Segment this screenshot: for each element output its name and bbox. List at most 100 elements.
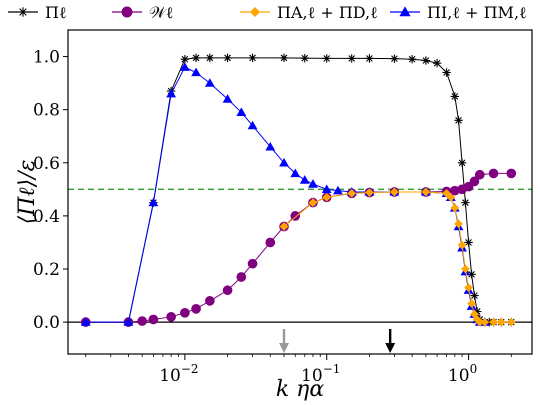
data-point <box>205 296 215 306</box>
data-point <box>467 270 476 279</box>
data-point <box>123 317 134 326</box>
data-point <box>461 198 470 207</box>
legend-marker <box>121 6 133 18</box>
data-point <box>191 53 201 63</box>
data-point <box>496 317 506 327</box>
data-point <box>407 55 417 64</box>
data-point <box>279 222 289 231</box>
y-axis-label: ⟨Πℓ⟩/ε <box>15 160 40 225</box>
data-point <box>421 187 431 197</box>
data-point <box>205 53 215 63</box>
data-point <box>333 185 343 195</box>
data-point <box>506 168 517 179</box>
data-point <box>454 219 463 229</box>
data-point <box>247 258 258 269</box>
arrow-1 <box>279 329 290 353</box>
data-point <box>166 311 176 322</box>
data-point <box>454 116 463 125</box>
data-point <box>442 188 451 198</box>
data-point <box>204 78 215 87</box>
data-point <box>191 67 202 77</box>
data-point <box>347 188 357 198</box>
data-point <box>322 54 331 63</box>
data-point <box>421 56 431 65</box>
data-point <box>450 203 460 213</box>
data-point <box>467 299 476 308</box>
data-point <box>191 304 201 314</box>
data-point <box>322 192 332 202</box>
legend: Πℓ 𝒲ℓ ΠA,ℓ + ΠD,ℓ ΠI,ℓ + ΠM,ℓ <box>8 3 527 22</box>
y-tick-label: 0.0 <box>33 313 60 333</box>
data-point <box>80 317 91 326</box>
data-point <box>148 314 159 325</box>
data-point <box>279 53 289 63</box>
legend-marker <box>18 7 28 17</box>
data-point <box>166 88 177 98</box>
legend-item-1: Πℓ <box>8 3 67 22</box>
data-point <box>475 317 485 327</box>
series-3 <box>279 187 516 327</box>
data-point <box>474 169 485 180</box>
data-point <box>222 94 233 103</box>
data-point <box>464 238 473 247</box>
data-point <box>488 168 499 179</box>
data-point <box>247 120 258 130</box>
y-tick-label: 0.4 <box>33 207 60 227</box>
data-point <box>464 283 473 292</box>
data-point <box>265 141 276 151</box>
data-point <box>137 316 148 326</box>
data-point <box>457 158 467 167</box>
legend-marker <box>399 6 411 17</box>
data-point <box>390 54 399 63</box>
data-point <box>179 62 190 71</box>
data-point <box>457 240 467 250</box>
data-point <box>446 192 456 202</box>
data-point <box>148 197 159 207</box>
data-point <box>299 175 310 184</box>
plot-frame <box>67 29 533 355</box>
data-point <box>290 168 301 178</box>
data-point <box>180 307 190 318</box>
arrow-2 <box>385 329 396 353</box>
data-point <box>480 317 490 327</box>
legend-item-3: ΠA,ℓ + ΠD,ℓ <box>240 3 378 22</box>
data-point <box>365 54 374 63</box>
data-point <box>489 317 498 327</box>
data-point <box>390 187 399 197</box>
y-tick-label: 0.6 <box>33 154 60 174</box>
x-tick-label: 10−2 <box>159 362 198 386</box>
series-4 <box>80 62 490 326</box>
data-point <box>265 237 276 248</box>
x-axis-label: k ηα <box>276 377 325 402</box>
legend-marker <box>250 7 260 17</box>
arrow-head <box>385 343 396 353</box>
data-point <box>442 68 451 77</box>
y-tick-label: 0.2 <box>33 260 60 280</box>
plot-area <box>68 53 532 327</box>
legend-label: Πℓ <box>45 3 67 22</box>
data-point <box>472 307 482 316</box>
data-point <box>347 54 356 63</box>
series-line-3 <box>283 191 512 323</box>
legend-label: 𝒲ℓ <box>149 3 174 22</box>
legend-item-2: 𝒲ℓ <box>112 3 174 22</box>
legend-label: ΠI,ℓ + ΠM,ℓ <box>427 3 527 22</box>
data-point <box>308 198 318 207</box>
data-point <box>463 181 474 192</box>
data-point <box>469 176 480 187</box>
data-point <box>236 272 247 282</box>
x-tick-label: 10−1 <box>301 362 340 386</box>
series-2 <box>80 168 517 327</box>
data-point <box>279 157 289 167</box>
legend-label: ΠA,ℓ + ΠD,ℓ <box>277 3 378 22</box>
legend-item-4: ΠI,ℓ + ΠM,ℓ <box>390 3 527 22</box>
data-point <box>300 53 309 63</box>
data-point <box>308 179 318 188</box>
y-tick-label: 0.8 <box>33 101 60 121</box>
data-point <box>223 53 232 63</box>
x-tick-label: 100 <box>448 362 477 386</box>
data-point <box>321 184 332 194</box>
arrow-head <box>279 343 290 353</box>
y-tick-label: 1.0 <box>33 48 60 68</box>
data-point <box>222 285 233 296</box>
